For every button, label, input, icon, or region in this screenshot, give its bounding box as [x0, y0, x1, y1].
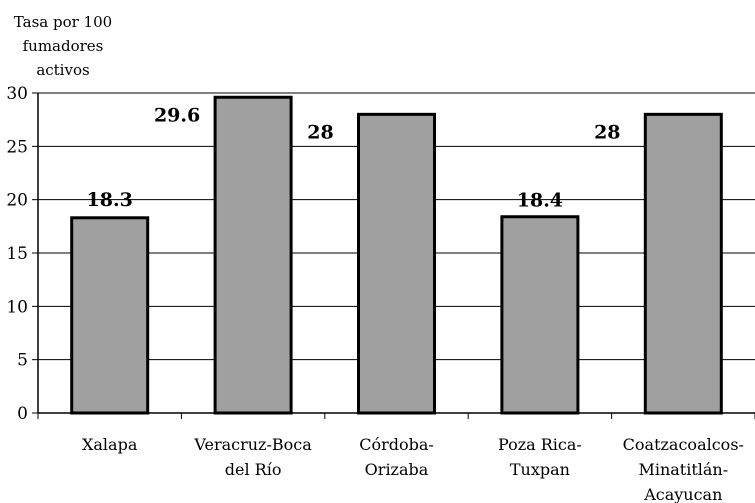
- y-axis-title-line-2: fumadores: [22, 37, 104, 55]
- y-tick-label: 0: [17, 404, 28, 424]
- bar-1: [70, 216, 150, 415]
- bar-4: [500, 215, 580, 415]
- data-label-3: 28: [307, 121, 333, 143]
- y-tick-label: 5: [17, 351, 28, 371]
- y-axis-title-line-1: Tasa por 100: [13, 13, 113, 31]
- x-category-label: Córdoba-: [359, 435, 434, 454]
- data-label-4: 18.4: [517, 190, 563, 212]
- x-category-label: Orizaba: [365, 460, 429, 479]
- bar-5: [643, 112, 723, 415]
- data-label-2: 29.6: [154, 104, 200, 126]
- data-label-5: 28: [594, 121, 620, 143]
- data-label-1: 18.3: [87, 189, 133, 211]
- x-category-label: Xalapa: [82, 435, 138, 454]
- x-category-label: Veracruz-Boca: [193, 435, 312, 454]
- y-tick-label: 25: [6, 137, 28, 157]
- y-tick-label: 10: [6, 297, 28, 317]
- x-category-label: Coatzacoalcos-: [623, 435, 744, 454]
- y-axis-title-line-3: activos: [36, 61, 90, 79]
- bar-2: [213, 95, 293, 415]
- x-category-label: Acayucan: [643, 485, 722, 503]
- x-category-label: del Río: [225, 460, 282, 479]
- x-category-label: Minatitlán-: [638, 460, 728, 479]
- bar-3: [357, 112, 436, 415]
- y-tick-label: 15: [6, 244, 28, 264]
- x-category-label: Tuxpan: [510, 460, 570, 479]
- x-category-label: Poza Rica-: [498, 435, 582, 454]
- y-axis-title: Tasa por 100 fumadores activos: [8, 10, 118, 82]
- y-tick-label: 30: [6, 84, 28, 104]
- y-tick-label: 20: [6, 191, 28, 211]
